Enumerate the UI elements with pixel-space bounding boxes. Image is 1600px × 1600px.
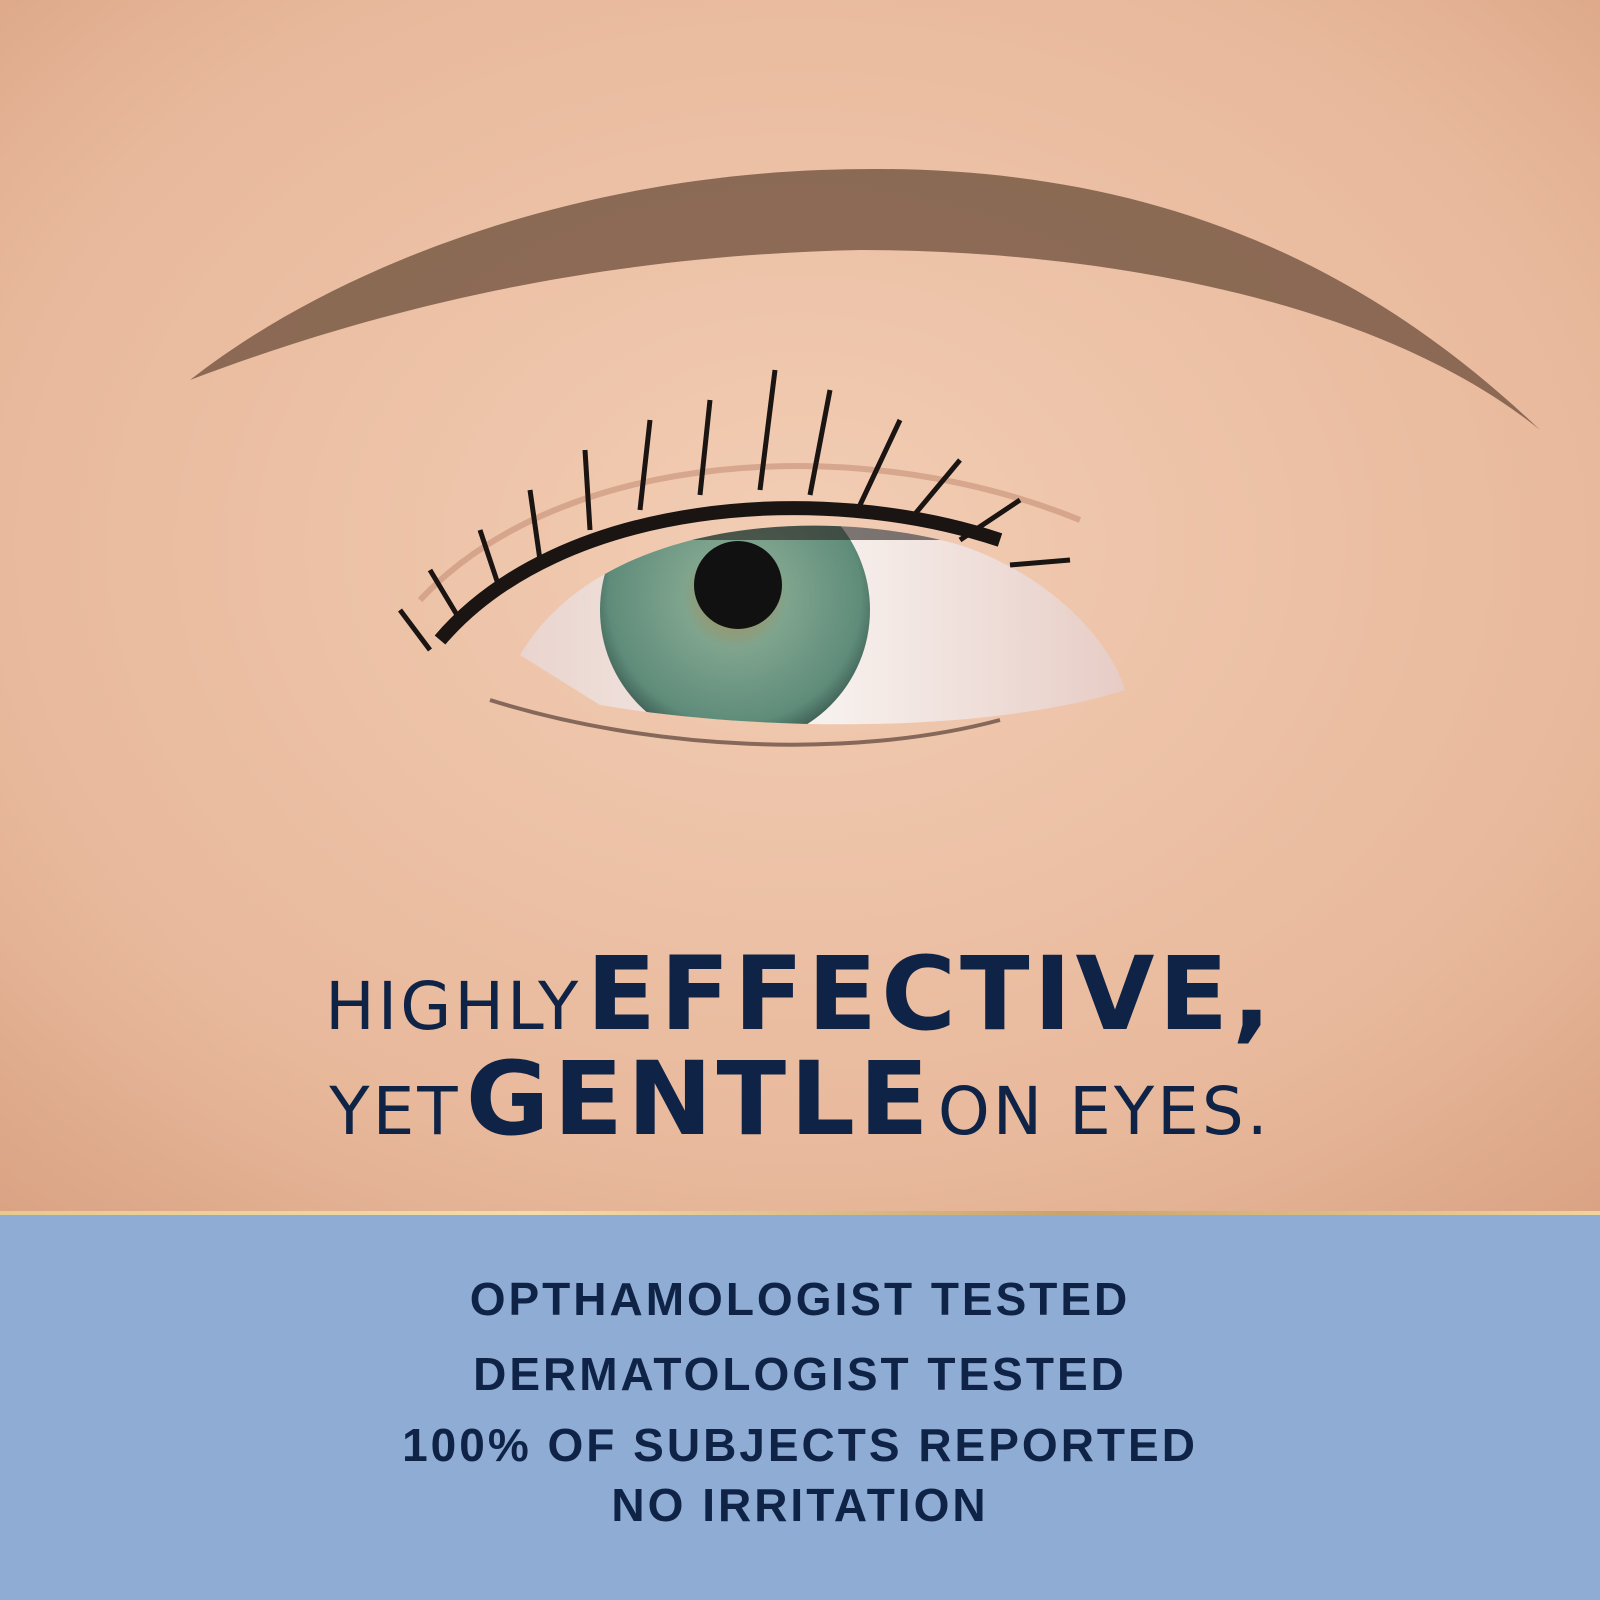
- headline-small-text: HIGHLY: [325, 968, 582, 1045]
- claim-subjects: 100% OF SUBJECTS REPORTED: [402, 1419, 1198, 1471]
- headline-large-text: EFFECTIVE,: [586, 935, 1275, 1054]
- headline-small-text: ON EYES.: [937, 1073, 1271, 1150]
- claim-dermatologist: DERMATOLOGIST TESTED: [473, 1348, 1127, 1400]
- upper-lash-line: [434, 501, 1003, 645]
- eyebrow: [190, 168, 1540, 431]
- headline-small-text: YET: [329, 1073, 461, 1150]
- lower-lashes: [489, 698, 1001, 747]
- headline-large-text: GENTLE: [465, 1040, 933, 1159]
- claims-band: [0, 1215, 1600, 1600]
- eyelid-crease: [417, 463, 1082, 603]
- divider-line: [0, 1211, 1600, 1215]
- headline-line-1: HIGHLY EFFECTIVE,: [0, 935, 1600, 1054]
- pupil: [694, 541, 782, 629]
- claim-opthamologist: OPTHAMOLOGIST TESTED: [469, 1273, 1131, 1325]
- claim-no-irritation: NO IRRITATION: [611, 1479, 989, 1531]
- eye-closeup-photo: [0, 0, 1600, 1213]
- upper-lashes: [398, 369, 1071, 652]
- headline-line-2: YET GENTLE ON EYES.: [0, 1040, 1600, 1159]
